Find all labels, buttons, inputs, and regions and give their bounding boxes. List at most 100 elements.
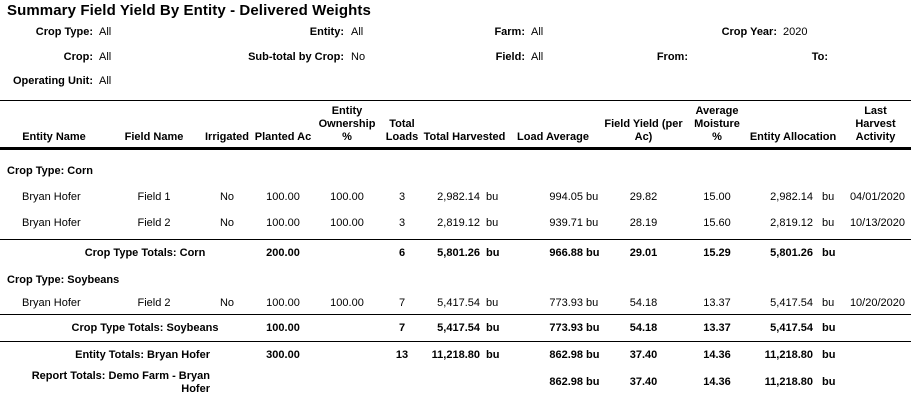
crop-type-totals-corn-row: Crop Type Totals: Corn 200.00 6 5,801.26… xyxy=(0,239,911,267)
cell-avg-moisture: 15.00 xyxy=(703,190,731,203)
allocation-value: 2,819.12 xyxy=(770,216,813,229)
load-average-unit: bu xyxy=(586,321,600,334)
cell-entity-allocation: 2,982.14 bu xyxy=(746,191,840,204)
allocation-value: 5,417.54 xyxy=(770,321,813,334)
harvested-value: 2,982.14 xyxy=(437,190,480,203)
harvested-unit: bu xyxy=(486,247,500,259)
col-header-entity-ownership: Entity Ownership % xyxy=(318,105,376,143)
load-average-unit: bu xyxy=(586,297,599,309)
cell-total-loads: 3 xyxy=(398,190,406,203)
cell-field-name: Field 1 xyxy=(137,190,171,203)
filter-crop-type-label: Crop Type: xyxy=(35,26,93,38)
filter-farm-label: Farm: xyxy=(494,26,525,38)
filter-from-label: From: xyxy=(656,51,688,63)
cell-avg-moisture: 15.29 xyxy=(703,247,731,259)
allocation-value: 11,218.80 xyxy=(764,376,813,388)
cell-total-harvested: 2,982.14 bu xyxy=(422,191,507,204)
load-average-value: 773.93 xyxy=(549,297,583,309)
allocation-unit: bu xyxy=(822,190,835,203)
filter-crop-value: All xyxy=(99,51,112,63)
cell-entity-name: Bryan Hofer xyxy=(22,190,81,203)
cell-load-average: 966.88 bu xyxy=(507,247,599,260)
cell-field-name: Field 2 xyxy=(137,297,171,309)
cell-ownership: 100.00 xyxy=(330,190,364,203)
cell-entity-allocation: 11,218.80 bu xyxy=(746,376,840,389)
filter-crop-type-value: All xyxy=(99,26,112,38)
cell-field-yield: 54.18 xyxy=(629,321,658,334)
load-average-unit: bu xyxy=(586,247,600,259)
load-average-value: 966.88 xyxy=(549,247,583,259)
col-header-total-loads: Total Loads xyxy=(385,118,419,143)
load-average-unit: bu xyxy=(586,349,600,361)
report-totals-row: Report Totals: Demo Farm - Bryan Hofer 8… xyxy=(0,369,911,395)
page-title: Summary Field Yield By Entity - Delivere… xyxy=(7,2,371,19)
filter-crop-label: Crop: xyxy=(63,51,93,63)
cell-load-average: 939.71 bu xyxy=(507,217,599,230)
load-average-unit: bu xyxy=(586,216,599,229)
cell-load-average: 773.93 bu xyxy=(507,322,599,335)
cell-planted-ac: 100.00 xyxy=(266,297,300,309)
cell-load-average: 862.98 bu xyxy=(507,349,599,362)
cell-total-loads: 7 xyxy=(398,297,406,309)
filter-crop-year-value: 2020 xyxy=(783,26,808,38)
load-average-value: 773.93 xyxy=(549,321,583,334)
filter-subtotal-by-crop-label: Sub-total by Crop: xyxy=(248,51,344,63)
cell-planted-ac: 100.00 xyxy=(266,321,300,334)
allocation-unit: bu xyxy=(822,247,836,259)
cell-ownership: 100.00 xyxy=(330,216,364,229)
cell-planted-ac: 100.00 xyxy=(266,216,300,229)
totals-label: Crop Type Totals: Corn xyxy=(84,247,206,259)
cell-field-yield: 28.19 xyxy=(629,216,658,229)
section-label-soybeans: Crop Type: Soybeans xyxy=(7,274,120,286)
allocation-unit: bu xyxy=(822,376,836,388)
col-header-entity-name: Entity Name xyxy=(22,131,86,143)
table-row-corn-field1: Bryan Hofer Field 1 No 100.00 100.00 3 2… xyxy=(0,184,911,210)
cell-irrigated: No xyxy=(219,297,235,309)
totals-label: Entity Totals: Bryan Hofer xyxy=(75,349,210,362)
col-header-irrigated: Irrigated xyxy=(204,131,249,143)
cell-entity-allocation: 5,801.26 bu xyxy=(746,247,840,260)
cell-field-yield: 37.40 xyxy=(629,349,658,361)
col-header-last-harvest: Last Harvest Activity xyxy=(855,105,896,143)
cell-total-harvested: 5,801.26 bu xyxy=(422,247,507,260)
col-header-avg-moisture: Average Moisture % xyxy=(694,105,740,143)
cell-avg-moisture: 13.37 xyxy=(703,321,731,334)
cell-avg-moisture: 14.36 xyxy=(703,349,731,361)
cell-avg-moisture: 13.37 xyxy=(703,297,731,309)
cell-field-yield: 29.82 xyxy=(629,190,658,203)
load-average-value: 862.98 xyxy=(549,376,583,388)
cell-total-harvested: 2,819.12 bu xyxy=(422,217,507,230)
col-header-entity-allocation: Entity Allocation xyxy=(749,131,837,143)
load-average-unit: bu xyxy=(586,376,600,388)
filter-entity-label: Entity: xyxy=(309,26,344,38)
allocation-value: 5,801.26 xyxy=(770,247,813,259)
harvested-value: 5,801.26 xyxy=(437,247,480,259)
cell-last-harvest: 04/01/2020 xyxy=(849,190,905,203)
harvested-unit: bu xyxy=(486,349,500,361)
cell-total-loads: 13 xyxy=(395,349,409,361)
cell-ownership: 100.00 xyxy=(330,297,364,309)
filter-field-value: All xyxy=(531,51,544,63)
col-header-load-average: Load Average xyxy=(517,131,589,143)
harvested-unit: bu xyxy=(486,190,499,203)
cell-field-yield: 37.40 xyxy=(629,376,658,388)
cell-last-harvest: 10/20/2020 xyxy=(849,297,905,309)
col-header-field-name: Field Name xyxy=(124,131,184,143)
cell-total-harvested: 11,218.80 bu xyxy=(422,349,507,362)
allocation-value: 2,982.14 xyxy=(770,190,813,203)
cell-entity-allocation: 5,417.54 bu xyxy=(746,297,840,310)
cell-avg-moisture: 14.36 xyxy=(703,376,731,388)
col-header-field-yield: Field Yield (per Ac) xyxy=(604,118,683,143)
col-header-total-harvested: Total Harvested xyxy=(423,131,506,143)
load-average-value: 862.98 xyxy=(549,349,583,361)
cell-irrigated: No xyxy=(219,216,235,229)
filter-operating-unit-value: All xyxy=(99,75,112,87)
allocation-unit: bu xyxy=(822,321,836,334)
filter-to-label: To: xyxy=(811,51,828,63)
harvested-unit: bu xyxy=(486,297,499,309)
allocation-value: 11,218.80 xyxy=(764,349,813,361)
cell-load-average: 862.98 bu xyxy=(507,376,599,389)
totals-label: Report Totals: Demo Farm - Bryan Hofer xyxy=(31,370,210,395)
cell-irrigated: No xyxy=(219,190,235,203)
